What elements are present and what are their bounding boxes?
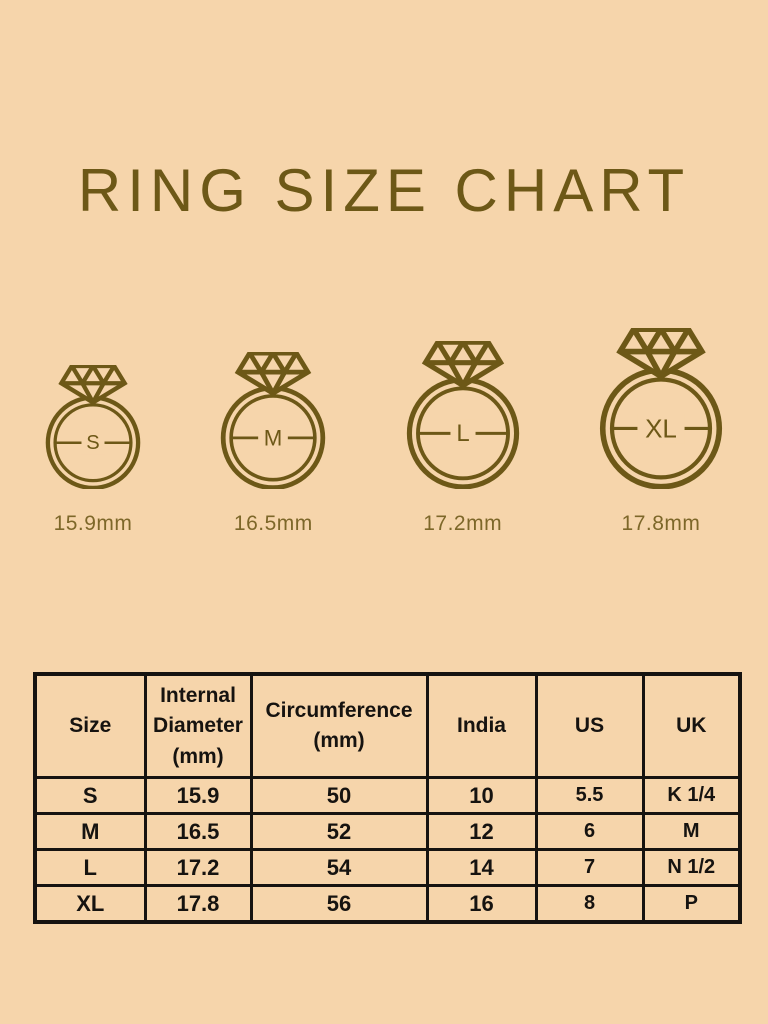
cell-circumference: 52 (249, 812, 429, 852)
diamond-icon (616, 328, 706, 380)
page-title: RING SIZE CHART (77, 157, 691, 224)
cell-india: 14 (425, 848, 538, 888)
ring-diameter-label: 15.9mm (53, 512, 133, 536)
col-header-us: US (534, 672, 645, 780)
diamond-icon (235, 351, 312, 396)
cell-circumference: 50 (249, 776, 429, 816)
col-header-size: Size (33, 672, 147, 780)
ring-size-letter: M (264, 425, 283, 450)
cell-circumference: 56 (249, 884, 429, 924)
diamond-ring-icon-xl: XL (599, 328, 723, 490)
cell-uk: P (641, 884, 742, 924)
cell-india: 12 (425, 812, 538, 852)
ring-size-table: Size Internal Diameter (mm) Circumferenc… (33, 672, 742, 925)
cell-us: 7 (534, 848, 645, 888)
ring-figure-l: L 17.2mm (406, 341, 520, 534)
diamond-ring-icon-s: S (45, 364, 141, 490)
ring-diameter-label: 16.5mm (233, 512, 313, 536)
diamond-icon (58, 364, 128, 405)
col-header-diameter: Internal Diameter (mm) (143, 672, 253, 780)
size-conversion-section: Size Internal Diameter (mm) Circumferenc… (0, 672, 768, 925)
cell-diameter: 15.9 (143, 776, 253, 816)
cell-us: 8 (534, 884, 645, 924)
cell-diameter: 17.2 (143, 848, 253, 888)
cell-us: 5.5 (534, 776, 645, 816)
cell-uk: M (641, 812, 742, 852)
cell-uk: K 1/4 (641, 776, 742, 816)
cell-india: 16 (425, 884, 538, 924)
ring-size-letter: XL (645, 414, 677, 444)
ring-diameter-label: 17.8mm (621, 512, 701, 536)
cell-circumference: 54 (249, 848, 429, 888)
ring-icons-row: S 15.9mm M (0, 328, 768, 534)
ring-size-letter: L (456, 420, 469, 447)
table-row-xl: XL 17.8 56 16 8 P (33, 884, 742, 924)
diamond-ring-icon-l: L (406, 341, 519, 490)
table-header-row: Size Internal Diameter (mm) Circumferenc… (33, 672, 742, 780)
cell-diameter: 16.5 (143, 812, 253, 852)
cell-size: L (33, 848, 147, 888)
ring-size-letter: S (86, 431, 99, 453)
col-header-circumference: Circumference (mm) (249, 672, 429, 780)
cell-india: 10 (425, 776, 538, 816)
ring-figure-s: S 15.9mm (45, 364, 141, 536)
cell-uk: N 1/2 (641, 848, 742, 888)
table-row-m: M 16.5 52 12 6 M (33, 812, 742, 852)
cell-size: S (33, 776, 147, 816)
ring-diameter-label: 17.2mm (423, 512, 503, 536)
cell-size: XL (33, 884, 147, 924)
table-row-l: L 17.2 54 14 7 N 1/2 (33, 848, 742, 888)
col-header-uk: UK (641, 672, 742, 780)
cell-us: 6 (534, 812, 645, 852)
diamond-ring-icon-m: M (221, 351, 326, 490)
table-row-s: S 15.9 50 10 5.5 K 1/4 (33, 776, 742, 816)
cell-diameter: 17.8 (143, 884, 253, 924)
ring-figure-xl: XL 17.8mm (599, 328, 723, 534)
col-header-india: India (425, 672, 538, 780)
diamond-icon (421, 341, 504, 389)
ring-figure-m: M 16.5mm (220, 351, 326, 536)
cell-size: M (33, 812, 147, 852)
